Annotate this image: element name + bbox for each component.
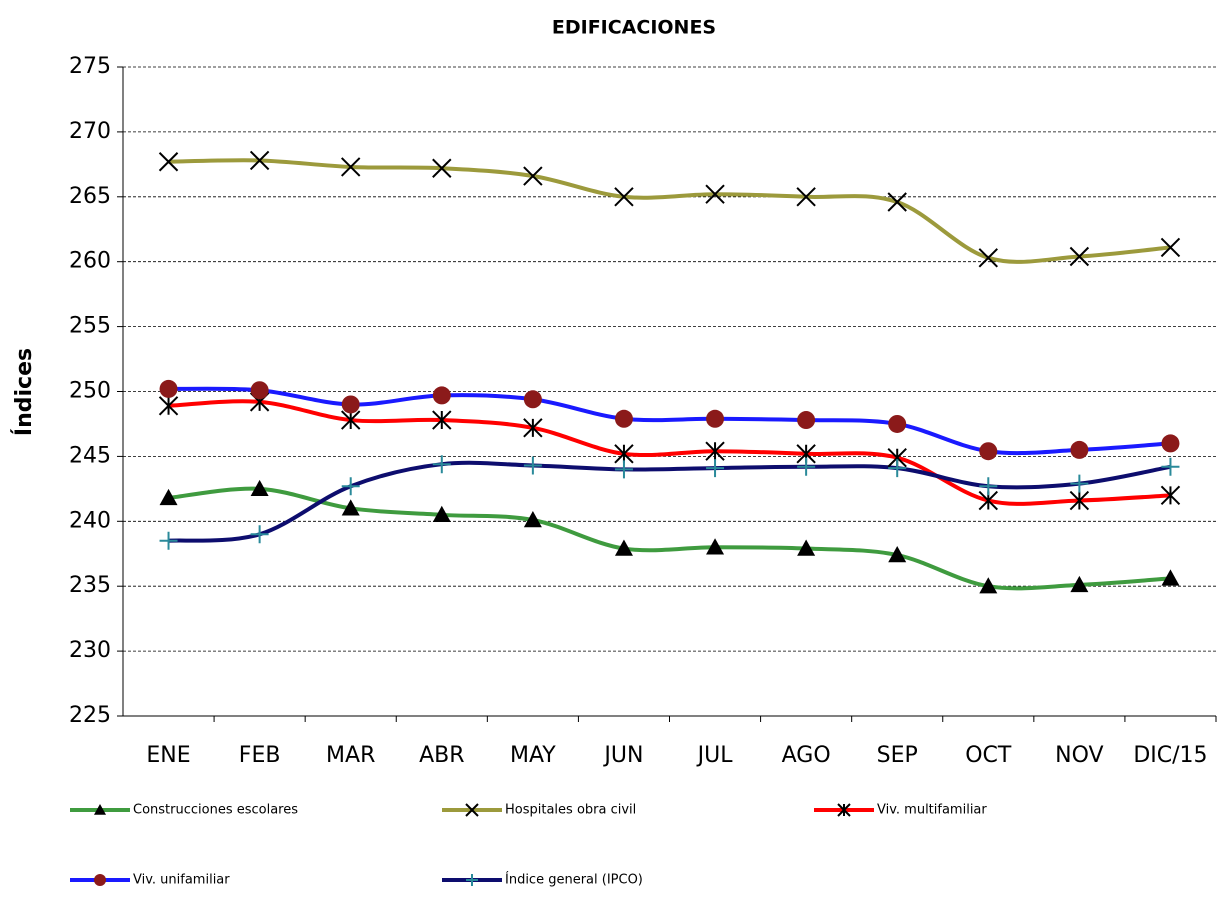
y-tick-label: 265 — [69, 184, 111, 209]
data-point — [1070, 440, 1089, 459]
data-point — [158, 152, 179, 172]
data-point — [614, 460, 633, 479]
data-point — [432, 410, 452, 430]
data-point — [158, 396, 179, 416]
data-point — [888, 414, 907, 433]
x-tick-label: ENE — [146, 743, 190, 768]
legend-label: Hospitales obra civil — [505, 803, 636, 818]
data-point — [341, 477, 360, 496]
data-point — [706, 459, 725, 478]
y-tick-label: 250 — [69, 379, 111, 404]
data-point — [796, 187, 816, 207]
data-point — [249, 150, 270, 171]
y-tick-label: 225 — [69, 703, 111, 728]
data-point — [432, 386, 451, 405]
data-point — [978, 248, 998, 268]
data-point — [705, 184, 725, 204]
data-point — [706, 409, 725, 428]
chart-title: EDIFICACIONES — [552, 17, 716, 39]
y-tick-label: 255 — [69, 314, 111, 339]
y-tick-label: 240 — [69, 508, 111, 533]
x-tick-label: AGO — [782, 743, 831, 768]
x-tick-label: MAR — [326, 743, 375, 768]
data-point — [250, 525, 269, 544]
data-point — [341, 410, 361, 430]
data-point — [1161, 434, 1180, 453]
data-point — [614, 539, 633, 556]
series-line — [168, 486, 1171, 591]
legend-marker — [94, 874, 106, 886]
legend-label: Viv. multifamiliar — [877, 803, 987, 818]
data-point — [1069, 246, 1090, 267]
data-point — [1069, 490, 1090, 511]
legend-label: Construcciones escolares — [133, 803, 298, 818]
data-point — [614, 444, 634, 464]
legend-marker — [466, 874, 478, 886]
series-line — [168, 386, 1171, 456]
data-point — [523, 456, 542, 475]
x-tick-label: OCT — [965, 743, 1012, 768]
data-point — [706, 538, 725, 555]
data-point — [341, 499, 360, 516]
x-tick-label: SEP — [877, 743, 918, 768]
data-point — [159, 488, 178, 506]
data-point — [979, 477, 998, 496]
series-line — [168, 158, 1171, 264]
data-point — [523, 418, 543, 438]
data-point — [797, 457, 816, 476]
data-point — [523, 390, 542, 409]
data-point — [1160, 485, 1181, 506]
data-point — [159, 531, 178, 550]
data-point — [250, 381, 269, 400]
x-tick-label: DIC/15 — [1133, 743, 1207, 768]
y-tick-label: 245 — [69, 443, 111, 468]
data-point — [523, 511, 542, 528]
data-point — [432, 505, 451, 523]
data-point — [432, 158, 452, 178]
x-tick-label: MAY — [510, 743, 556, 768]
x-tick-label: NOV — [1055, 743, 1103, 768]
data-point — [523, 166, 543, 186]
legend-label: Viv. unifamiliar — [133, 873, 230, 888]
data-point — [887, 192, 907, 212]
legend-marker — [94, 804, 106, 815]
data-point — [797, 539, 816, 556]
legend-label: Índice general (IPCO) — [505, 872, 643, 888]
y-tick-label: 275 — [69, 54, 111, 79]
y-axis-label: Índices — [11, 348, 37, 436]
x-tick-label: ABR — [419, 743, 464, 768]
data-point — [614, 187, 634, 207]
data-point — [979, 577, 998, 594]
data-point — [1161, 457, 1180, 476]
data-point — [341, 395, 360, 414]
data-point — [341, 157, 361, 177]
data-point — [1070, 474, 1089, 493]
data-point — [979, 442, 998, 461]
y-tick-label: 270 — [69, 119, 111, 144]
legend-marker — [465, 803, 479, 817]
data-point — [432, 455, 451, 474]
legend-marker — [837, 803, 851, 817]
x-tick-label: JUL — [696, 743, 734, 768]
data-point — [888, 459, 907, 478]
data-point — [159, 379, 178, 398]
data-point — [797, 411, 816, 430]
series-line — [168, 460, 1171, 543]
data-point — [1070, 575, 1089, 593]
data-point — [705, 441, 725, 461]
series-line — [168, 399, 1171, 506]
x-tick-label: FEB — [239, 743, 281, 768]
data-point — [1161, 569, 1180, 586]
data-point — [250, 479, 269, 497]
data-point — [614, 409, 633, 428]
data-point — [888, 546, 907, 563]
x-tick-label: JUN — [602, 743, 643, 768]
data-point — [1160, 237, 1181, 258]
y-tick-label: 230 — [69, 638, 111, 663]
y-tick-label: 260 — [69, 249, 111, 274]
y-tick-label: 235 — [69, 573, 111, 598]
